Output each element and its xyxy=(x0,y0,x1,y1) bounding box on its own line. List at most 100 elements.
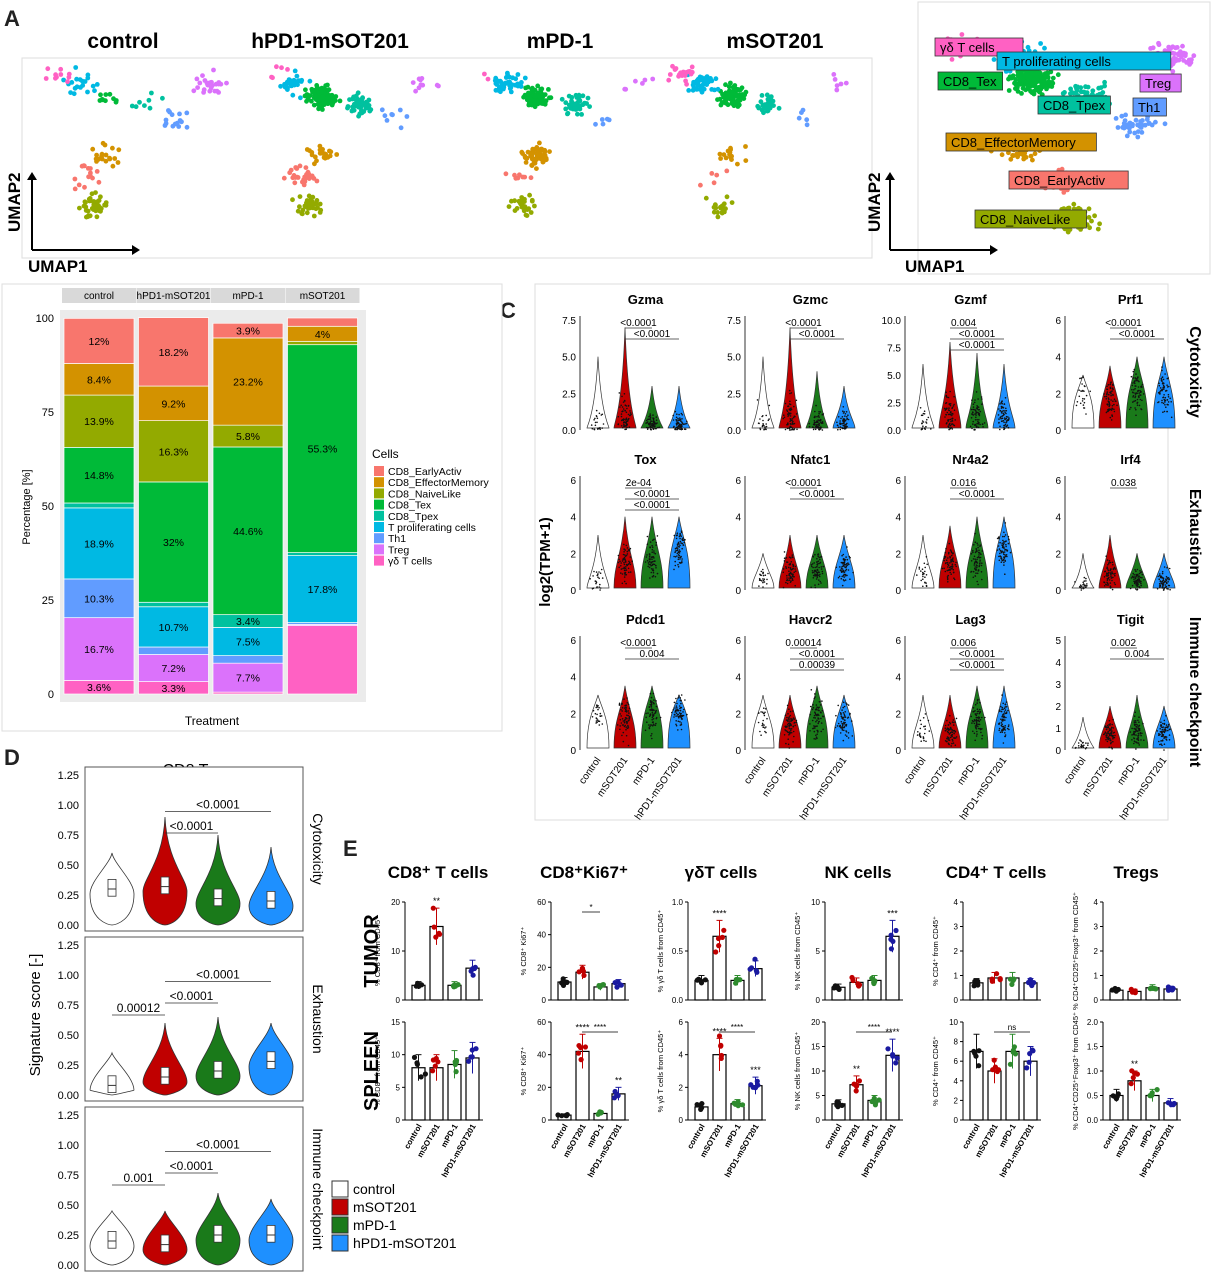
data-point xyxy=(648,727,650,729)
umap-point xyxy=(94,169,100,174)
data-point xyxy=(764,574,767,576)
gene-title: Tigit xyxy=(1117,612,1145,627)
data-point xyxy=(975,560,977,562)
data-point xyxy=(789,732,791,735)
data-point xyxy=(651,424,653,427)
data-point xyxy=(581,972,587,978)
data-point xyxy=(1004,719,1006,721)
stacked-bar-segment xyxy=(287,344,358,553)
data-point xyxy=(790,731,793,734)
legend-label: mSOT201 xyxy=(353,1199,417,1215)
data-point xyxy=(819,573,821,576)
data-point xyxy=(955,717,958,720)
umap-point xyxy=(1176,52,1181,58)
data-point xyxy=(996,549,999,551)
stacked-bar-segment xyxy=(63,318,135,364)
data-point xyxy=(594,421,597,424)
data-point xyxy=(1139,394,1141,396)
umap-point xyxy=(211,67,216,73)
data-point xyxy=(648,706,651,708)
umap-point xyxy=(482,71,487,77)
data-point xyxy=(1132,377,1135,379)
data-point xyxy=(624,561,627,563)
data-point xyxy=(1007,426,1010,429)
data-point xyxy=(677,556,680,559)
umap-point xyxy=(686,69,691,74)
data-point xyxy=(1004,712,1007,715)
data-point xyxy=(678,551,680,553)
y-tick-label: 6 xyxy=(895,636,901,647)
data-point xyxy=(1161,399,1163,402)
data-point xyxy=(843,420,846,423)
data-point xyxy=(646,535,649,538)
umap-point xyxy=(94,82,100,87)
box xyxy=(213,888,223,907)
data-point xyxy=(1003,421,1005,424)
p-value-label: <0.0001 xyxy=(196,967,240,981)
data-point xyxy=(970,715,972,718)
data-point xyxy=(838,575,841,578)
data-point xyxy=(1109,737,1111,740)
data-point xyxy=(1079,586,1082,589)
data-point xyxy=(1131,584,1134,587)
umap-point xyxy=(1030,157,1035,163)
data-point xyxy=(788,570,790,572)
data-point xyxy=(846,546,848,548)
data-point xyxy=(945,422,948,425)
umap-point xyxy=(713,76,719,82)
umap-point xyxy=(184,110,190,116)
umap-point xyxy=(292,68,298,74)
umap-point xyxy=(320,94,326,100)
data-point xyxy=(645,716,647,719)
p-value-label: <0.0001 xyxy=(959,660,996,671)
data-point xyxy=(649,725,651,728)
data-point xyxy=(843,716,845,719)
data-point xyxy=(625,582,627,585)
data-point xyxy=(627,404,630,407)
data-point xyxy=(843,573,846,576)
data-point xyxy=(1131,388,1133,391)
umap-point xyxy=(294,73,300,79)
data-point xyxy=(795,719,798,722)
data-point xyxy=(846,558,849,561)
data-point xyxy=(1004,703,1007,705)
data-point xyxy=(651,725,654,727)
umap-point xyxy=(804,122,810,128)
y-tick-label: 5 xyxy=(1055,636,1061,647)
umap-point xyxy=(1025,44,1031,50)
data-point xyxy=(816,557,818,560)
violin-mPD-1 xyxy=(965,516,989,589)
data-point xyxy=(839,566,841,568)
data-point xyxy=(1003,707,1006,710)
data-point xyxy=(652,417,654,419)
bar-data-label: 32% xyxy=(163,537,184,549)
data-point xyxy=(816,424,818,426)
data-point xyxy=(624,710,627,713)
data-point xyxy=(837,416,840,418)
data-point xyxy=(646,543,649,546)
data-point xyxy=(765,428,767,431)
data-point xyxy=(1163,394,1165,396)
umap-point xyxy=(285,87,290,92)
data-point xyxy=(630,413,632,416)
data-point xyxy=(922,585,924,588)
y-tick-label: 6 xyxy=(1055,476,1061,487)
data-point xyxy=(795,721,798,724)
data-point xyxy=(650,708,653,710)
data-point xyxy=(1133,580,1135,583)
data-point xyxy=(783,416,786,419)
data-point xyxy=(1137,583,1139,586)
gene-title: Havcr2 xyxy=(789,612,832,627)
data-point xyxy=(675,537,678,540)
data-point xyxy=(677,713,679,716)
y-tick-label: 7.5 xyxy=(887,344,901,355)
umap-point xyxy=(728,80,733,86)
data-point xyxy=(847,737,850,739)
umap-point xyxy=(999,152,1005,158)
data-point xyxy=(813,697,816,700)
stacked-bar-segment xyxy=(63,502,135,509)
data-point xyxy=(976,542,978,545)
data-point xyxy=(787,722,790,725)
data-point xyxy=(1137,727,1140,730)
umap-point xyxy=(726,84,732,90)
